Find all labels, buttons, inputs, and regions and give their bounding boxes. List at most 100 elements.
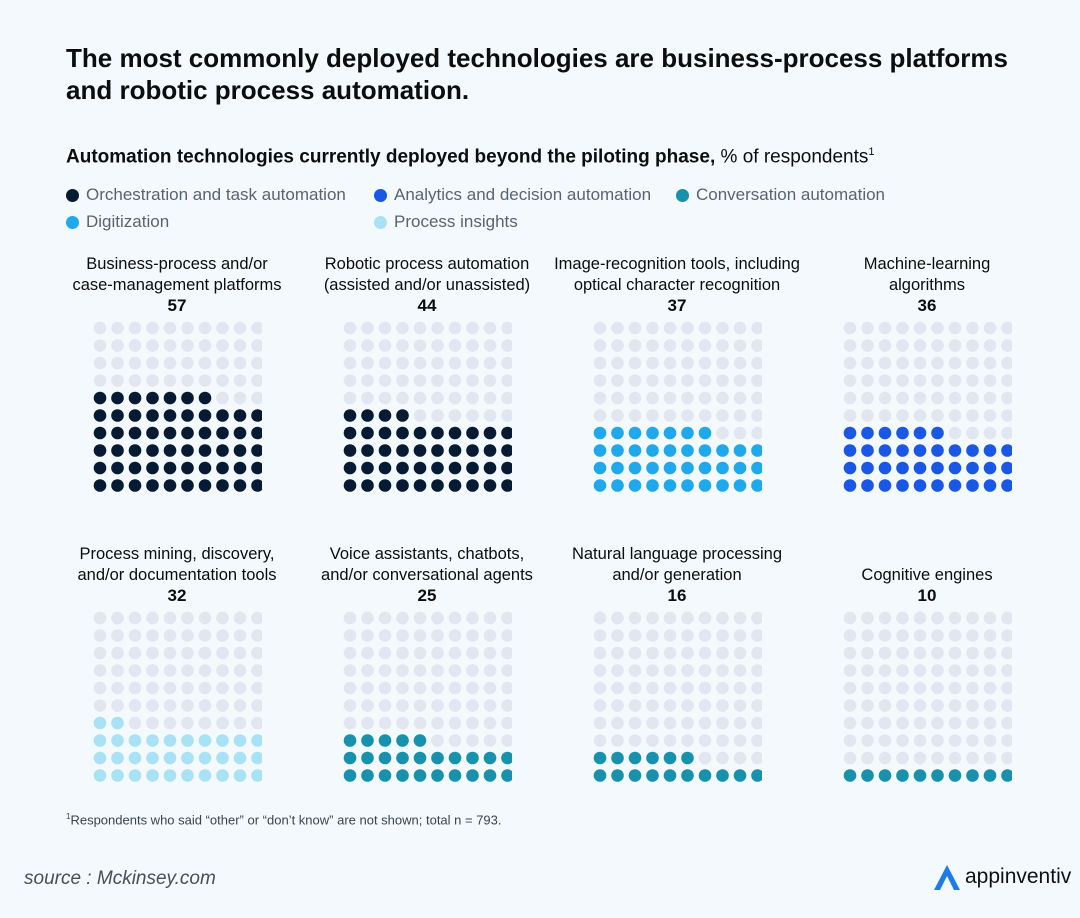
- waffle-dot-filled: [646, 461, 659, 475]
- waffle-dot-empty: [733, 664, 747, 677]
- waffle-dot-empty: [448, 611, 462, 625]
- footnote: 1Respondents who said “other” or “don’t …: [66, 812, 502, 827]
- waffle-dot-empty: [413, 391, 427, 405]
- waffle-dot-empty: [128, 611, 142, 625]
- waffle-dot-empty: [751, 339, 762, 352]
- waffle-dot-empty: [698, 664, 712, 677]
- waffle-dot-empty: [913, 681, 927, 695]
- waffle-dot-empty: [861, 681, 874, 695]
- waffle-dot-empty: [111, 374, 124, 387]
- chart-subtitle-bold: Automation technologies currently deploy…: [66, 146, 716, 168]
- waffle-dot-empty: [343, 629, 357, 642]
- waffle-dot-empty: [733, 339, 747, 352]
- waffle-dot-empty: [628, 681, 642, 695]
- waffle-dot-empty: [861, 374, 874, 387]
- waffle-dot-empty: [611, 374, 624, 387]
- waffle-dot-filled: [611, 444, 624, 457]
- waffle-dot-filled: [198, 426, 212, 440]
- waffle-dot-filled: [1001, 769, 1012, 782]
- waffle-dot-empty: [966, 339, 979, 352]
- waffle-dot-empty: [751, 751, 762, 765]
- waffle-dot-filled: [948, 444, 962, 457]
- waffle-dot-empty: [1001, 321, 1012, 335]
- waffle-dot-empty: [896, 611, 909, 625]
- waffle-dot-empty: [931, 409, 944, 422]
- waffle-dot-empty: [593, 409, 607, 422]
- waffle-dot-empty: [93, 339, 107, 352]
- waffle-dot-filled: [716, 769, 729, 782]
- waffle-dot-filled: [628, 479, 642, 492]
- brand-logo: appinventiv: [932, 863, 1071, 891]
- waffle-dot-empty: [1001, 681, 1012, 695]
- waffle-dot-filled: [146, 461, 159, 475]
- waffle-dot-empty: [181, 339, 194, 352]
- panel-label-line: Business-process and/or: [86, 255, 268, 273]
- waffle-dot-filled: [146, 409, 159, 422]
- waffle-dot-filled: [128, 751, 142, 765]
- waffle-dot-filled: [431, 426, 444, 440]
- waffle-dot-filled: [843, 444, 857, 457]
- waffle-dot-filled: [913, 444, 927, 457]
- waffle-dot-empty: [896, 321, 909, 335]
- legend-swatch: [676, 188, 689, 202]
- source-credit: source : Mckinsey.com: [24, 868, 216, 889]
- waffle-dot-empty: [181, 356, 194, 370]
- waffle-dot-empty: [931, 321, 944, 335]
- waffle-grid: [343, 611, 512, 782]
- waffle-dot-empty: [111, 699, 124, 712]
- panel-label-line: Robotic process automation: [324, 255, 530, 273]
- waffle-dot-empty: [396, 629, 409, 642]
- waffle-dot-filled: [861, 479, 874, 492]
- waffle-dot-filled: [233, 444, 247, 457]
- waffle-dot-empty: [628, 391, 642, 405]
- waffle-dot-filled: [251, 426, 262, 440]
- waffle-dot-empty: [233, 716, 247, 730]
- waffle-dot-filled: [698, 426, 712, 440]
- waffle-dot-empty: [251, 699, 262, 712]
- waffle-dot-empty: [611, 734, 624, 747]
- waffle-dot-empty: [716, 681, 729, 695]
- waffle-dot-empty: [861, 356, 874, 370]
- waffle-dot-filled: [361, 409, 374, 422]
- waffle-dot-empty: [733, 426, 747, 440]
- waffle-dot-filled: [181, 426, 194, 440]
- waffle-dot-empty: [861, 699, 874, 712]
- panel-label-line: Cognitive engines: [861, 566, 993, 584]
- waffle-dot-empty: [716, 716, 729, 730]
- waffle-dot-empty: [198, 664, 212, 677]
- waffle-dot-filled: [233, 409, 247, 422]
- waffle-dot-filled: [251, 479, 262, 492]
- waffle-dot-filled: [913, 461, 927, 475]
- waffle-dot-empty: [501, 734, 512, 747]
- waffle-dot-filled: [751, 479, 762, 492]
- waffle-dot-empty: [861, 611, 874, 625]
- waffle-dot-filled: [931, 479, 944, 492]
- waffle-dot-filled: [431, 479, 444, 492]
- waffle-dot-empty: [448, 391, 462, 405]
- waffle-dot-empty: [698, 356, 712, 370]
- waffle-dot-filled: [128, 426, 142, 440]
- waffle-dot-empty: [448, 646, 462, 660]
- waffle-dot-empty: [501, 629, 512, 642]
- panel-label: Voice assistants, chatbots, and/or conver…: [302, 544, 552, 586]
- panel-label-line: algorithms: [888, 276, 966, 294]
- waffle-dot-empty: [948, 681, 962, 695]
- panel-label: Process mining, discovery, and/or documen…: [52, 544, 302, 586]
- page-title: The most commonly deployed technologies …: [66, 43, 1009, 105]
- waffle-dot-empty: [913, 664, 927, 677]
- waffle-dot-empty: [913, 716, 927, 730]
- waffle-dot-empty: [413, 356, 427, 370]
- waffle-dot-filled: [198, 409, 212, 422]
- waffle-dot-empty: [216, 391, 229, 405]
- waffle-dot-empty: [751, 681, 762, 695]
- waffle-dot-filled: [663, 426, 677, 440]
- waffle-dot-empty: [378, 374, 392, 387]
- waffle-panel: Process mining, discovery, and/or documen…: [52, 544, 302, 786]
- waffle-dot-empty: [413, 716, 427, 730]
- waffle-panel: Business-process and/or case-management p…: [52, 254, 302, 496]
- waffle-dot-empty: [483, 699, 497, 712]
- waffle-dot-empty: [216, 716, 229, 730]
- waffle-dot-filled: [146, 734, 159, 747]
- panel-value: 44: [417, 296, 437, 315]
- waffle-dot-filled: [93, 409, 107, 422]
